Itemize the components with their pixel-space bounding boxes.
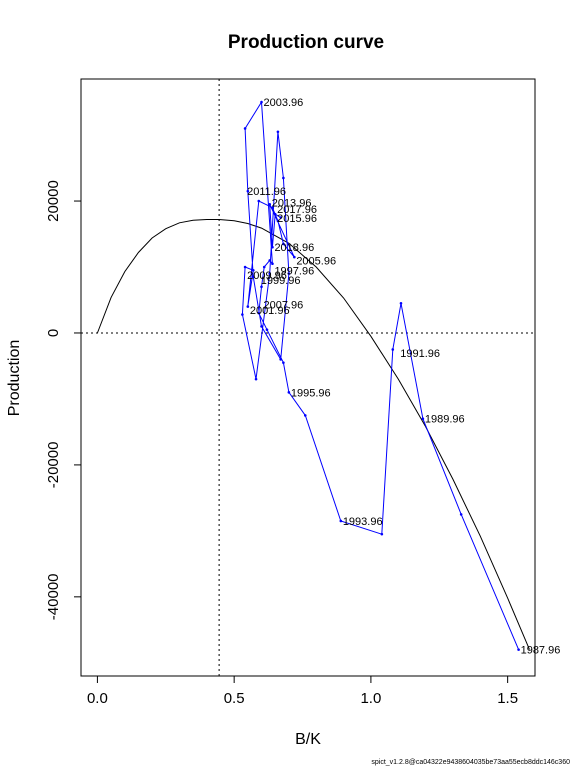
year-label: 2018.96 (274, 242, 314, 254)
observed-point (268, 259, 272, 262)
y-tick-label: 20000 (45, 180, 62, 222)
observed-point (268, 203, 272, 206)
x-tick-label: 1.0 (360, 690, 381, 707)
year-label: 2007.96 (264, 300, 304, 312)
observed-point (282, 242, 285, 246)
observed-point (293, 255, 296, 259)
observed-point (246, 189, 250, 193)
observed-point (276, 219, 280, 223)
observed-point (279, 358, 282, 361)
observed-point (260, 285, 263, 289)
observed-point (271, 206, 274, 209)
year-label: 2001.96 (250, 305, 290, 317)
observed-point (282, 176, 285, 180)
observed-point (287, 391, 291, 394)
y-tick-label: -20000 (45, 442, 62, 489)
x-tick-label: 0.5 (224, 690, 245, 707)
year-label: 2017.96 (277, 204, 317, 216)
observed-point (257, 199, 261, 203)
y-axis-label: Production (6, 340, 23, 417)
observed-point (260, 325, 263, 328)
year-label: 2005.96 (296, 255, 336, 267)
observed-point (252, 269, 255, 272)
chart-title: Production curve (228, 32, 384, 53)
observed-point (241, 313, 244, 316)
observed-point (262, 265, 266, 269)
year-label: 1993.96 (343, 516, 383, 528)
observed-point (517, 648, 520, 651)
observed-point (257, 311, 261, 315)
observed-point (243, 265, 247, 269)
observed-point (282, 361, 285, 364)
year-label: 1997.96 (274, 265, 314, 277)
x-axis-label: B/K (295, 731, 321, 748)
observed-point (391, 348, 395, 351)
year-label: 1999.96 (261, 275, 301, 287)
observed-point (271, 245, 274, 249)
year-label: 2013.96 (272, 197, 312, 209)
observed-point (273, 212, 277, 216)
footer-signature: spict_v1.2.8@ca04322e9438604035be73aa55e… (371, 759, 570, 766)
year-label: 2015.96 (277, 213, 317, 225)
x-tick-label: 1.5 (497, 690, 518, 707)
year-label: 2011.96 (247, 186, 286, 198)
year-label: 1987.96 (521, 645, 561, 657)
observed-point (279, 216, 282, 219)
observed-production-line (241, 100, 520, 650)
observed-point (265, 328, 269, 331)
year-label: 2009.96 (247, 270, 287, 282)
observed-point (254, 377, 258, 381)
production-curve-line (96, 219, 530, 650)
observed-point (459, 513, 463, 516)
year-label: 1995.96 (291, 387, 331, 399)
observed-point (399, 301, 403, 305)
observed-point (246, 305, 250, 308)
year-label: 1991.96 (400, 348, 440, 360)
x-tick-label: 0.0 (87, 690, 108, 707)
observed-point (243, 127, 247, 130)
observed-point (421, 417, 425, 421)
observed-point (268, 272, 272, 275)
y-tick-label: 0 (45, 329, 62, 337)
observed-point (276, 130, 280, 134)
year-label: 2003.96 (264, 97, 304, 109)
observed-point (252, 275, 255, 279)
observed-point (380, 532, 384, 536)
observed-point (271, 262, 274, 266)
y-tick-label: -40000 (45, 573, 62, 620)
observed-point (287, 272, 291, 275)
plot-frame (80, 78, 536, 677)
observed-point (303, 414, 307, 417)
observed-point (260, 100, 263, 104)
observed-point (339, 519, 343, 523)
year-label: 1989.96 (425, 414, 465, 426)
